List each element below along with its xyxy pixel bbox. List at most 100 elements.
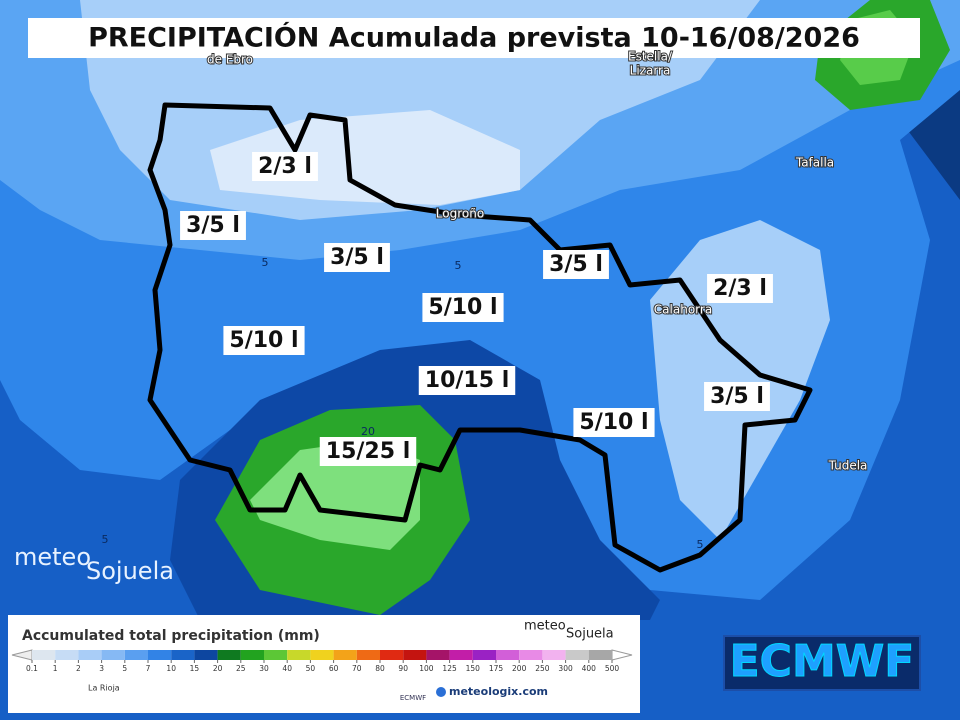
legend-swatch	[148, 650, 172, 660]
place-label: Calahorra	[654, 303, 712, 317]
legend-swatch	[496, 650, 520, 660]
field-green-light	[250, 440, 420, 550]
legend-tick-label: 20	[213, 664, 223, 673]
zone-label-box	[223, 326, 305, 355]
legend-tick-label: 80	[375, 664, 385, 673]
zone-label-box	[573, 408, 655, 437]
legend-tick-label: 175	[489, 664, 504, 673]
contour-label: 20	[361, 425, 375, 438]
brand-part1: meteo	[14, 543, 91, 571]
legend-swatch	[449, 650, 473, 660]
legend-swatch	[310, 650, 334, 660]
zone-label-box	[707, 274, 773, 303]
zone-label-group: 10/15 l	[418, 366, 516, 395]
legend-swatch	[542, 650, 566, 660]
legend-tick-label: 15	[190, 664, 200, 673]
legend-swatch	[287, 650, 311, 660]
zone-label: 15/25 l	[326, 439, 410, 464]
zone-label-group: 3/5 l	[324, 243, 390, 272]
legend-tick-label: 1	[53, 664, 58, 673]
legend-swatch	[78, 650, 102, 660]
legend-tick-label: 125	[442, 664, 457, 673]
legend-tick-label: 0.1	[26, 664, 38, 673]
legend-source: meteologix.com	[449, 685, 548, 698]
zone-label-box	[180, 211, 246, 240]
zone-label-group: 3/5 l	[180, 211, 246, 240]
place-label: Tudela	[828, 459, 868, 473]
zone-label: 3/5 l	[186, 213, 240, 238]
legend-tick-label: 3	[99, 664, 104, 673]
legend-model: ECMWF	[400, 694, 426, 702]
legend-swatch	[380, 650, 404, 660]
model-box	[723, 635, 921, 691]
contour-label: 5	[697, 538, 704, 551]
place-label: Estella/	[628, 50, 673, 64]
legend-swatch	[565, 650, 589, 660]
legend-tick-label: 300	[558, 664, 573, 673]
legend-swatch	[333, 650, 357, 660]
place-label: Tafalla	[795, 156, 834, 170]
legend-tick-label: 100	[419, 664, 434, 673]
legend-swatch	[588, 650, 612, 660]
legend-brand1: meteo	[524, 619, 566, 634]
legend-tick-label: 30	[259, 664, 269, 673]
zone-label-box	[704, 382, 770, 411]
legend-swatch	[171, 650, 195, 660]
zone-label: 5/10 l	[229, 328, 298, 353]
zone-label-box	[543, 250, 609, 279]
zone-label-group: 5/10 l	[573, 408, 655, 437]
zone-label: 5/10 l	[428, 295, 497, 320]
zone-label: 3/5 l	[710, 384, 764, 409]
legend-tick-label: 40	[282, 664, 292, 673]
zone-label: 2/3 l	[713, 276, 767, 301]
zone-label-group: 2/3 l	[252, 152, 318, 181]
legend-tick-label: 25	[236, 664, 246, 673]
legend-tick-label: 2	[76, 664, 81, 673]
source-icon	[436, 687, 446, 697]
legend-swatch	[124, 650, 148, 660]
legend-swatch	[426, 650, 450, 660]
zone-label-group: 3/5 l	[704, 382, 770, 411]
contour-label: 5	[102, 533, 109, 546]
legend-brand2: Sojuela	[566, 627, 614, 642]
legend-tick-label: 5	[122, 664, 127, 673]
zone-label-group: 3/5 l	[543, 250, 609, 279]
legend-swatch	[403, 650, 427, 660]
region-outline	[147, 102, 813, 573]
legend-swatch	[472, 650, 496, 660]
zone-label-group: 2/3 l	[707, 274, 773, 303]
place-label: Lizarra	[630, 64, 671, 78]
zone-label-box	[252, 152, 318, 181]
legend-tick-label: 10	[166, 664, 176, 673]
legend-swatch	[101, 650, 125, 660]
place-label: de Ebro	[207, 53, 253, 67]
legend-swatch	[240, 650, 264, 660]
legend-title: Accumulated total precipitation (mm)	[22, 628, 320, 644]
title: PRECIPITACIÓN Acumulada prevista 10-16/0…	[88, 22, 860, 54]
zone-label-box	[422, 293, 504, 322]
zone-label-box	[418, 366, 516, 395]
legend-tick-label: 400	[582, 664, 597, 673]
legend-tick-label: 200	[512, 664, 527, 673]
legend-tick-label: 500	[605, 664, 620, 673]
legend-tick-label: 250	[535, 664, 550, 673]
zone-label-box	[319, 437, 417, 466]
zone-label: 10/15 l	[425, 368, 509, 393]
legend-swatch	[55, 650, 79, 660]
legend-tick-label: 60	[329, 664, 339, 673]
zone-label-group: 15/25 l	[319, 437, 417, 466]
place-label: Logroño	[436, 207, 484, 221]
zone-label-box	[324, 243, 390, 272]
zone-label: 3/5 l	[330, 245, 384, 270]
contour-label: 5	[455, 259, 462, 272]
contour-label: 5	[262, 256, 269, 269]
legend-tick-label: 50	[306, 664, 316, 673]
legend-region: La Rioja	[88, 684, 120, 693]
zone-label-group: 5/10 l	[422, 293, 504, 322]
legend-tick-label: 90	[398, 664, 408, 673]
zone-label: 3/5 l	[549, 252, 603, 277]
zone-label: 2/3 l	[258, 154, 312, 179]
legend-swatch	[264, 650, 288, 660]
legend-swatch	[32, 650, 56, 660]
